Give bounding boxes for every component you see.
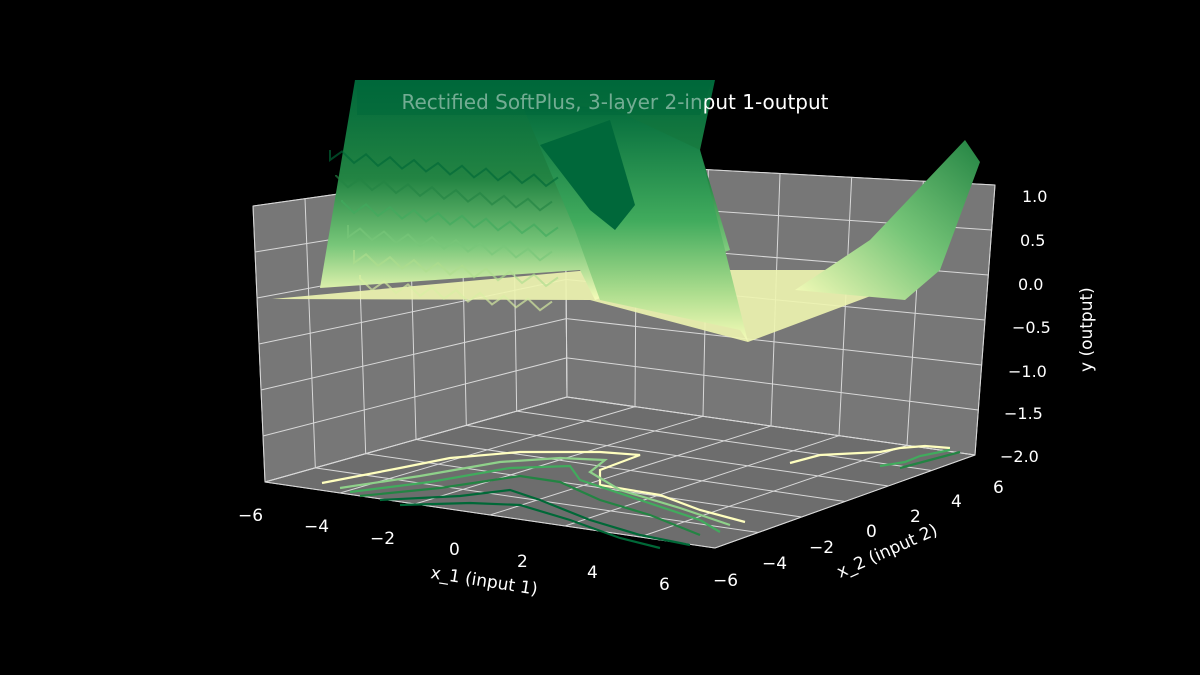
surface: [272, 80, 980, 342]
flat-surface-plane: [272, 270, 940, 342]
floor-grid-line: [714, 454, 976, 549]
surface-stripes: [329, 150, 559, 312]
right-pane-grid-line: [974, 184, 996, 456]
surface-stripe: [353, 250, 559, 288]
z-axis-ticks: 1.0 0.5 0.0 −0.5 −1.0 −1.5 −2.0: [1000, 187, 1051, 466]
floor-contour-line: [321, 450, 746, 524]
z-tick-label: 0.5: [1020, 231, 1045, 250]
z-tick-label: −1.5: [1004, 404, 1043, 423]
floor-contour-line: [899, 450, 961, 470]
surface-ridge: [540, 120, 635, 230]
surface-stripe: [335, 174, 553, 212]
x1-tick-label: 6: [659, 575, 670, 595]
surface-stripe: [359, 275, 553, 312]
floor-contours: [321, 444, 961, 550]
x1-tick-label: 0: [449, 540, 460, 560]
x1-axis-ticks: −6 −4 −2 0 2 4 6: [238, 506, 670, 595]
floor-contour-line: [879, 448, 951, 468]
x1-tick-label: 4: [587, 563, 598, 583]
x1-tick-label: 2: [517, 552, 528, 572]
z-tick-label: −1.0: [1008, 362, 1047, 381]
x1-tick-label: −2: [370, 529, 395, 549]
surface-overlap: [357, 80, 712, 115]
x2-tick-label: 6: [993, 478, 1004, 498]
x2-axis-ticks: −6 −4 −2 0 2 4 6: [713, 478, 1004, 591]
surface-stripe: [341, 200, 559, 238]
z-tick-label: 1.0: [1022, 187, 1047, 206]
x1-tick-label: −4: [304, 517, 329, 537]
left-pane-grid-line: [262, 357, 567, 437]
z-axis-label: y (output): [1077, 287, 1097, 372]
x2-tick-label: −4: [762, 554, 787, 574]
right-pane-grid-line: [566, 357, 979, 411]
floor-contour-line: [359, 474, 701, 537]
floor-grid-line: [516, 410, 932, 471]
z-tick-label: −0.5: [1012, 318, 1051, 337]
surface-right-wing: [795, 140, 980, 300]
x2-tick-label: 4: [951, 492, 962, 512]
surface-stripe: [329, 150, 559, 188]
x2-tick-label: 0: [866, 522, 877, 542]
floor-contour-line: [339, 456, 731, 527]
floor-contour-line: [349, 464, 721, 533]
surface-stripe: [347, 225, 553, 262]
right-pane-grid-line: [566, 396, 976, 456]
floor-contour-line: [379, 488, 691, 547]
floor-contour-line: [399, 501, 661, 550]
x2-tick-label: 2: [910, 507, 921, 527]
z-tick-label: −2.0: [1000, 447, 1039, 466]
x1-tick-label: −6: [238, 506, 263, 526]
x2-tick-label: −2: [809, 538, 834, 558]
z-tick-label: 0.0: [1018, 275, 1043, 294]
x2-tick-label: −6: [713, 571, 738, 591]
left-pane-grid-line: [264, 396, 568, 483]
floor-contour-line: [789, 444, 951, 465]
